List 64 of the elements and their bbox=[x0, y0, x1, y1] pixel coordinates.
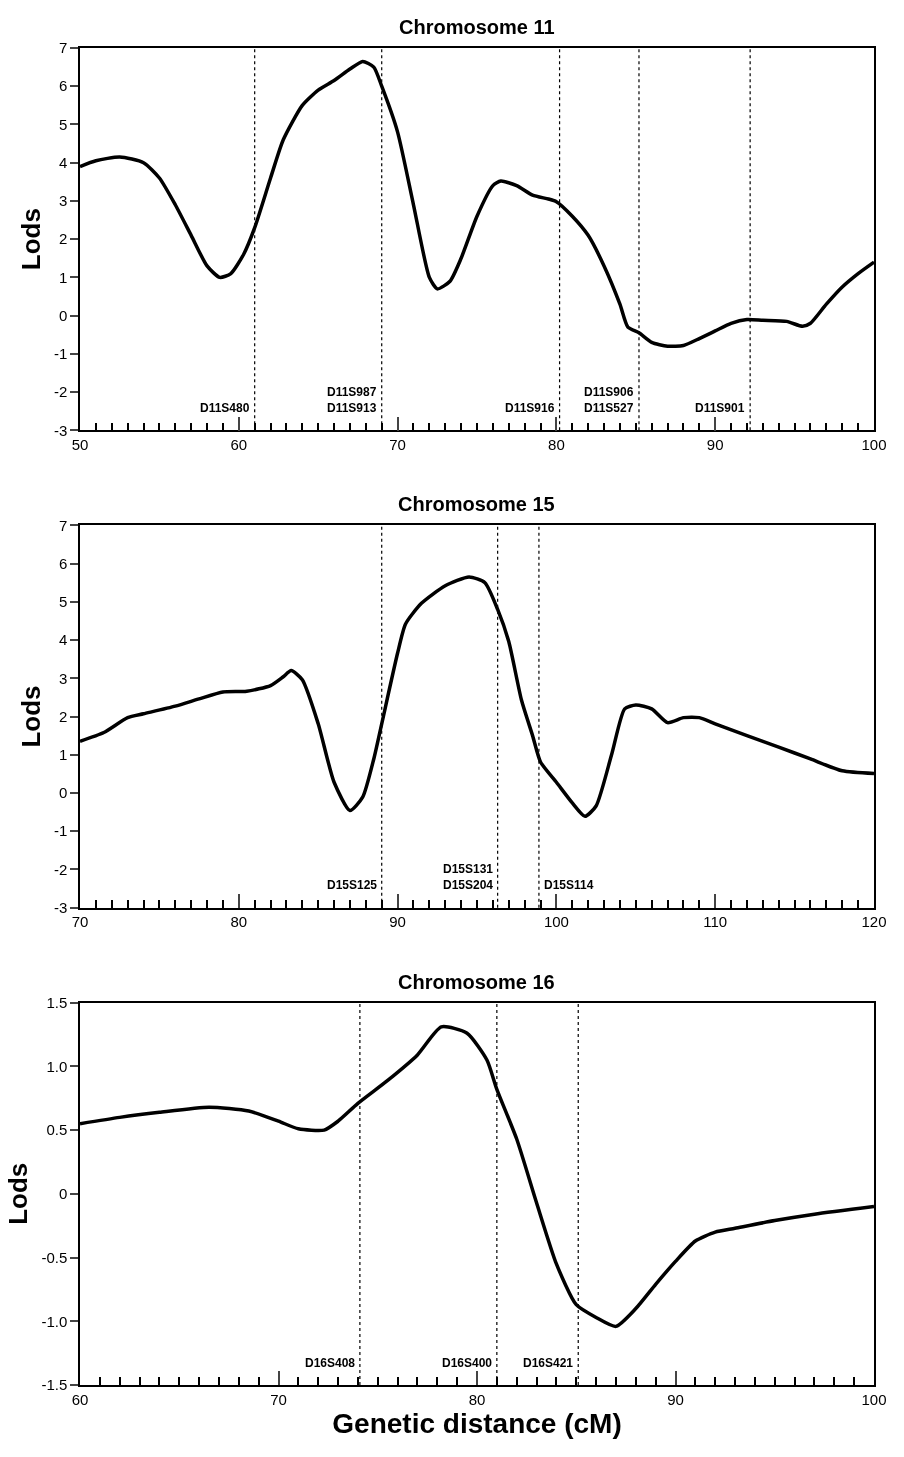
chart-title: Chromosome 16 bbox=[398, 971, 555, 993]
y-tick-label: 0.5 bbox=[46, 1121, 68, 1139]
y-tick-label: -1 bbox=[53, 345, 68, 363]
y-tick-label: 5 bbox=[58, 593, 68, 611]
x-tick-label: 100 bbox=[861, 1390, 887, 1408]
y-tick-label: 5 bbox=[58, 115, 68, 133]
ref-line-label: D15S114 bbox=[544, 878, 594, 892]
ref-line-label: D11S906 D11S527 bbox=[584, 385, 634, 415]
y-tick-label: 3 bbox=[58, 192, 68, 210]
x-tick-label: 110 bbox=[703, 913, 728, 931]
ref-line-label: D11S916 bbox=[505, 401, 555, 415]
x-tick-label: 100 bbox=[543, 913, 569, 931]
y-tick-label: -2 bbox=[53, 860, 68, 878]
y-tick-label: -2 bbox=[53, 383, 68, 401]
x-tick-label: 90 bbox=[667, 1390, 684, 1408]
y-tick-label: 4 bbox=[58, 631, 68, 649]
x-tick-label: 60 bbox=[230, 436, 248, 454]
y-axis-title: Lods bbox=[15, 208, 46, 271]
y-tick-label: 2 bbox=[58, 230, 68, 248]
x-tick-label: 80 bbox=[468, 1390, 486, 1408]
y-tick-label: 4 bbox=[58, 153, 68, 171]
ref-line-label: D11S480 bbox=[200, 401, 250, 415]
y-tick-label: 3 bbox=[58, 669, 68, 687]
y-tick-label: 1.0 bbox=[46, 1057, 68, 1075]
x-tick-label: 50 bbox=[71, 436, 89, 454]
x-tick-label: 70 bbox=[71, 913, 89, 931]
x-tick-label: 100 bbox=[861, 436, 887, 454]
x-tick-label: 80 bbox=[230, 913, 248, 931]
ref-line-label: D16S400 bbox=[442, 1356, 493, 1370]
y-axis-title: Lods bbox=[15, 685, 46, 748]
chart-title: Chromosome 15 bbox=[398, 493, 555, 515]
y-axis-title: Lods bbox=[3, 1162, 34, 1225]
y-tick-label: 6 bbox=[58, 554, 68, 572]
x-tick-label: 120 bbox=[861, 913, 887, 931]
x-tick-label: 90 bbox=[389, 913, 406, 931]
y-tick-label: -1.5 bbox=[41, 1376, 68, 1394]
ref-line-label: D15S125 bbox=[327, 878, 378, 892]
ref-line-label: D11S987 D11S913 bbox=[327, 385, 377, 415]
x-axis-title: Genetic distance (cM) bbox=[332, 1407, 622, 1439]
y-tick-label: 7 bbox=[58, 516, 68, 534]
ref-line-label: D11S901 bbox=[695, 401, 745, 415]
y-tick-label: 7 bbox=[58, 39, 68, 57]
y-tick-label: -0.5 bbox=[41, 1248, 68, 1266]
y-tick-label: 6 bbox=[58, 77, 68, 95]
y-tick-label: -3 bbox=[53, 898, 68, 916]
y-tick-label: 0 bbox=[58, 784, 68, 802]
x-tick-label: 90 bbox=[706, 436, 724, 454]
y-tick-label: 1.5 bbox=[46, 993, 68, 1011]
x-tick-label: 80 bbox=[548, 436, 565, 454]
x-tick-label: 70 bbox=[389, 436, 406, 454]
chart-title: Chromosome 11 bbox=[399, 16, 555, 38]
y-tick-label: -1 bbox=[53, 822, 68, 840]
y-tick-label: 1 bbox=[58, 745, 68, 763]
ref-line-label: D16S421 bbox=[523, 1356, 574, 1370]
ref-line-label: D15S131 D15S204 bbox=[443, 862, 494, 892]
x-tick-label: 70 bbox=[270, 1390, 287, 1408]
y-tick-label: 0 bbox=[58, 306, 68, 324]
y-tick-label: -1.0 bbox=[41, 1312, 68, 1330]
y-tick-label: 1 bbox=[58, 268, 68, 286]
x-tick-label: 60 bbox=[71, 1390, 89, 1408]
y-tick-label: 0 bbox=[58, 1185, 68, 1203]
ref-line-label: D16S408 bbox=[305, 1356, 356, 1370]
y-tick-label: -3 bbox=[53, 421, 68, 439]
y-tick-label: 2 bbox=[58, 707, 68, 725]
